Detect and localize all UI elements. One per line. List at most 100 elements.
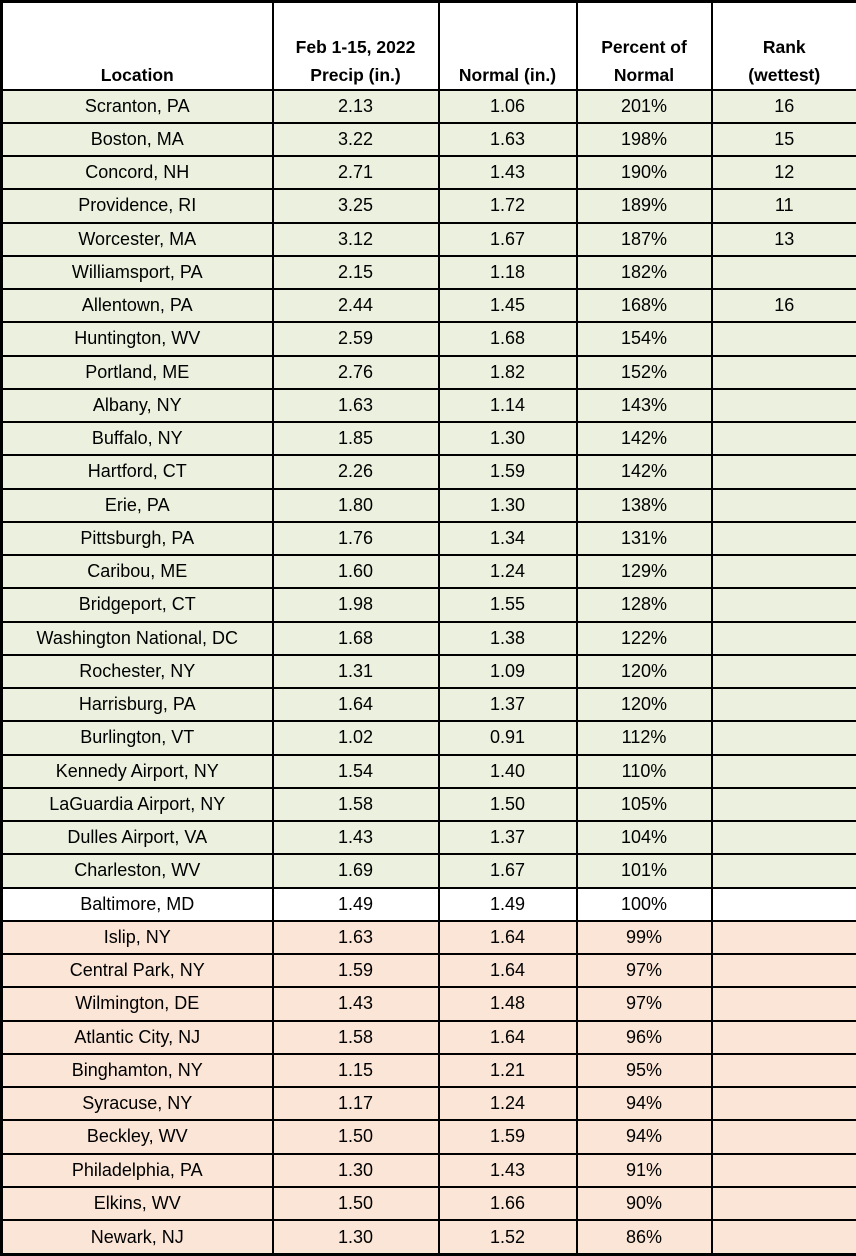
rank-cell [710,620,856,656]
header-line: Location [100,64,174,85]
location-cell: Hartford, CT [0,454,274,490]
normal-cell: 1.24 [437,1085,578,1122]
normal-cell: 1.72 [437,188,578,224]
normal-cell: 1.66 [437,1185,578,1222]
table-row: Erie, PA 1.80 1.30 138% [0,487,856,523]
normal-cell: 1.52 [437,1219,578,1256]
rank-cell: 16 [710,88,856,124]
percent-of-normal-cell: 97% [575,952,713,989]
col-header-location: Location [0,0,274,91]
normal-cell: 1.64 [437,919,578,956]
percent-of-normal-cell: 154% [575,321,713,357]
location-cell: Huntington, WV [0,321,274,357]
precip-cell: 1.49 [271,886,440,922]
percent-of-normal-cell: 128% [575,587,713,623]
table-row: Kennedy Airport, NY 1.54 1.40 110% [0,753,856,789]
normal-cell: 1.67 [437,853,578,889]
percent-of-normal-cell: 90% [575,1185,713,1222]
table-row: Concord, NH 2.71 1.43 190% 12 [0,154,856,191]
location-cell: Bridgeport, CT [0,587,274,623]
location-cell: Newark, NJ [0,1219,274,1256]
precip-cell: 2.76 [271,354,440,390]
percent-of-normal-cell: 112% [575,720,713,756]
location-cell: Dulles Airport, VA [0,819,274,856]
precip-cell: 2.26 [271,454,440,490]
precip-cell: 1.76 [271,520,440,557]
rank-cell [710,653,856,690]
table-row: Central Park, NY 1.59 1.64 97% [0,952,856,989]
rank-cell [710,487,856,523]
header-line: Precip (in.) [310,64,401,85]
percent-of-normal-cell: 120% [575,686,713,723]
precip-cell: 1.98 [271,587,440,623]
normal-cell: 1.64 [437,952,578,989]
precip-cell: 2.71 [271,154,440,191]
precip-cell: 1.59 [271,952,440,989]
table-row: Dulles Airport, VA 1.43 1.37 104% [0,819,856,856]
location-cell: Erie, PA [0,487,274,523]
table-row: Wilmington, DE 1.43 1.48 97% [0,986,856,1022]
precip-cell: 1.58 [271,786,440,823]
rank-cell [710,686,856,723]
percent-of-normal-cell: 104% [575,819,713,856]
precip-cell: 1.30 [271,1152,440,1188]
table-row: Providence, RI 3.25 1.72 189% 11 [0,188,856,224]
normal-cell: 1.59 [437,454,578,490]
rank-cell: 13 [710,221,856,257]
rank-cell [710,786,856,823]
rank-cell [710,420,856,457]
rank-cell [710,354,856,390]
precip-cell: 1.43 [271,986,440,1022]
table-row: Binghamton, NY 1.15 1.21 95% [0,1052,856,1089]
table-row: Scranton, PA 2.13 1.06 201% 16 [0,88,856,124]
location-cell: Elkins, WV [0,1185,274,1222]
normal-cell: 1.59 [437,1119,578,1155]
location-cell: Worcester, MA [0,221,274,257]
percent-of-normal-cell: 120% [575,653,713,690]
table-row: Atlantic City, NJ 1.58 1.64 96% [0,1019,856,1055]
precip-cell: 1.15 [271,1052,440,1089]
precip-cell: 1.63 [271,919,440,956]
rank-cell: 16 [710,287,856,324]
precip-cell: 2.13 [271,88,440,124]
table-row: Harrisburg, PA 1.64 1.37 120% [0,686,856,723]
rank-cell [710,1119,856,1155]
normal-cell: 1.55 [437,587,578,623]
normal-cell: 1.45 [437,287,578,324]
normal-cell: 1.82 [437,354,578,390]
percent-of-normal-cell: 101% [575,853,713,889]
location-cell: Providence, RI [0,188,274,224]
percent-of-normal-cell: 198% [575,121,713,158]
normal-cell: 1.37 [437,819,578,856]
rank-cell [710,853,856,889]
precip-cell: 1.68 [271,620,440,656]
rank-cell: 15 [710,121,856,158]
percent-of-normal-cell: 91% [575,1152,713,1188]
table-row: Rochester, NY 1.31 1.09 120% [0,653,856,690]
rank-cell [710,886,856,922]
normal-cell: 1.09 [437,653,578,690]
rank-cell [710,321,856,357]
table-header: Location Feb 1-15, 2022 Precip (in.) Nor… [0,0,856,91]
percent-of-normal-cell: 96% [575,1019,713,1055]
header-line: Percent of [601,36,687,57]
table-row: Pittsburgh, PA 1.76 1.34 131% [0,520,856,557]
normal-cell: 0.91 [437,720,578,756]
table-row: Newark, NJ 1.30 1.52 86% [0,1219,856,1256]
location-cell: Syracuse, NY [0,1085,274,1122]
table-body: Scranton, PA 2.13 1.06 201% 16 Boston, MA 3.22… [0,88,856,1256]
header-line: Normal (in.) [458,64,557,85]
location-cell: Albany, NY [0,387,274,424]
percent-of-normal-cell: 122% [575,620,713,656]
percent-of-normal-cell: 138% [575,487,713,523]
table-row: Syracuse, NY 1.17 1.24 94% [0,1085,856,1122]
rank-cell [710,1085,856,1122]
location-cell: Washington National, DC [0,620,274,656]
normal-cell: 1.14 [437,387,578,424]
location-cell: Williamsport, PA [0,254,274,291]
table-row: LaGuardia Airport, NY 1.58 1.50 105% [0,786,856,823]
col-header-rank: Rank (wettest) [710,0,856,91]
header-line: Rank [762,36,806,57]
percent-of-normal-cell: 182% [575,254,713,291]
table-row: Williamsport, PA 2.15 1.18 182% [0,254,856,291]
